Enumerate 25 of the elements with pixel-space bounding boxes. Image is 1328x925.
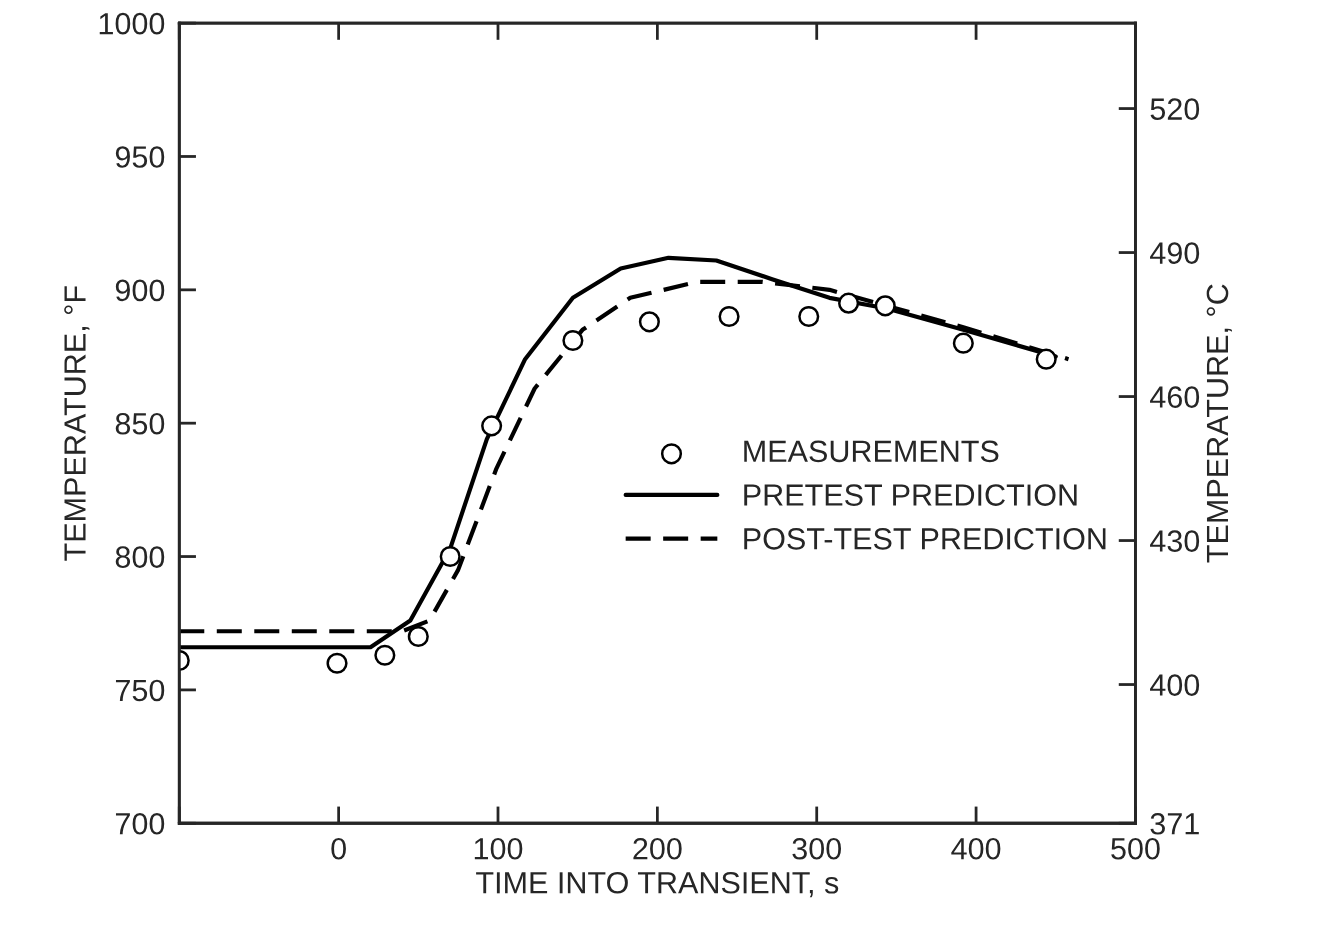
y-tick-label: 850	[115, 412, 165, 435]
y-tick-label: 900	[115, 279, 165, 302]
y2-tick-label: 400	[1150, 674, 1200, 696]
y-tick-label: 1000	[99, 12, 165, 35]
y2-tick-label: 490	[1150, 242, 1200, 264]
y2-tick-label: 520	[1150, 98, 1200, 120]
legend-label: PRETEST PREDICTION	[744, 484, 1077, 506]
y2-tick-label: 460	[1150, 386, 1200, 408]
x-tick-label: 0	[331, 837, 346, 860]
x-tick-label: 300	[792, 837, 842, 860]
legend-label: MEASUREMENTS	[744, 440, 999, 463]
y-tick-label: 700	[115, 812, 165, 835]
y-tick-label: 750	[115, 679, 165, 702]
x-axis-title: TIME INTO TRANSIENT, s	[476, 871, 839, 898]
y-tick-label: 800	[115, 546, 165, 568]
x-tick-label: 100	[474, 837, 523, 860]
x-tick-label: 500	[1111, 837, 1160, 860]
legend-label: POST-TEST PREDICTION	[744, 528, 1106, 550]
y-tick-label: 950	[115, 146, 165, 168]
x-tick-label: 200	[633, 837, 682, 860]
x-tick-label: 400	[951, 837, 1001, 860]
y2-axis-title: TEMPERATURE, °C	[1206, 284, 1232, 563]
y2-tick-label: 430	[1150, 530, 1200, 552]
y-axis-title: TEMPERATURE, °F	[64, 286, 90, 561]
y2-tick-label: 371	[1150, 812, 1199, 835]
